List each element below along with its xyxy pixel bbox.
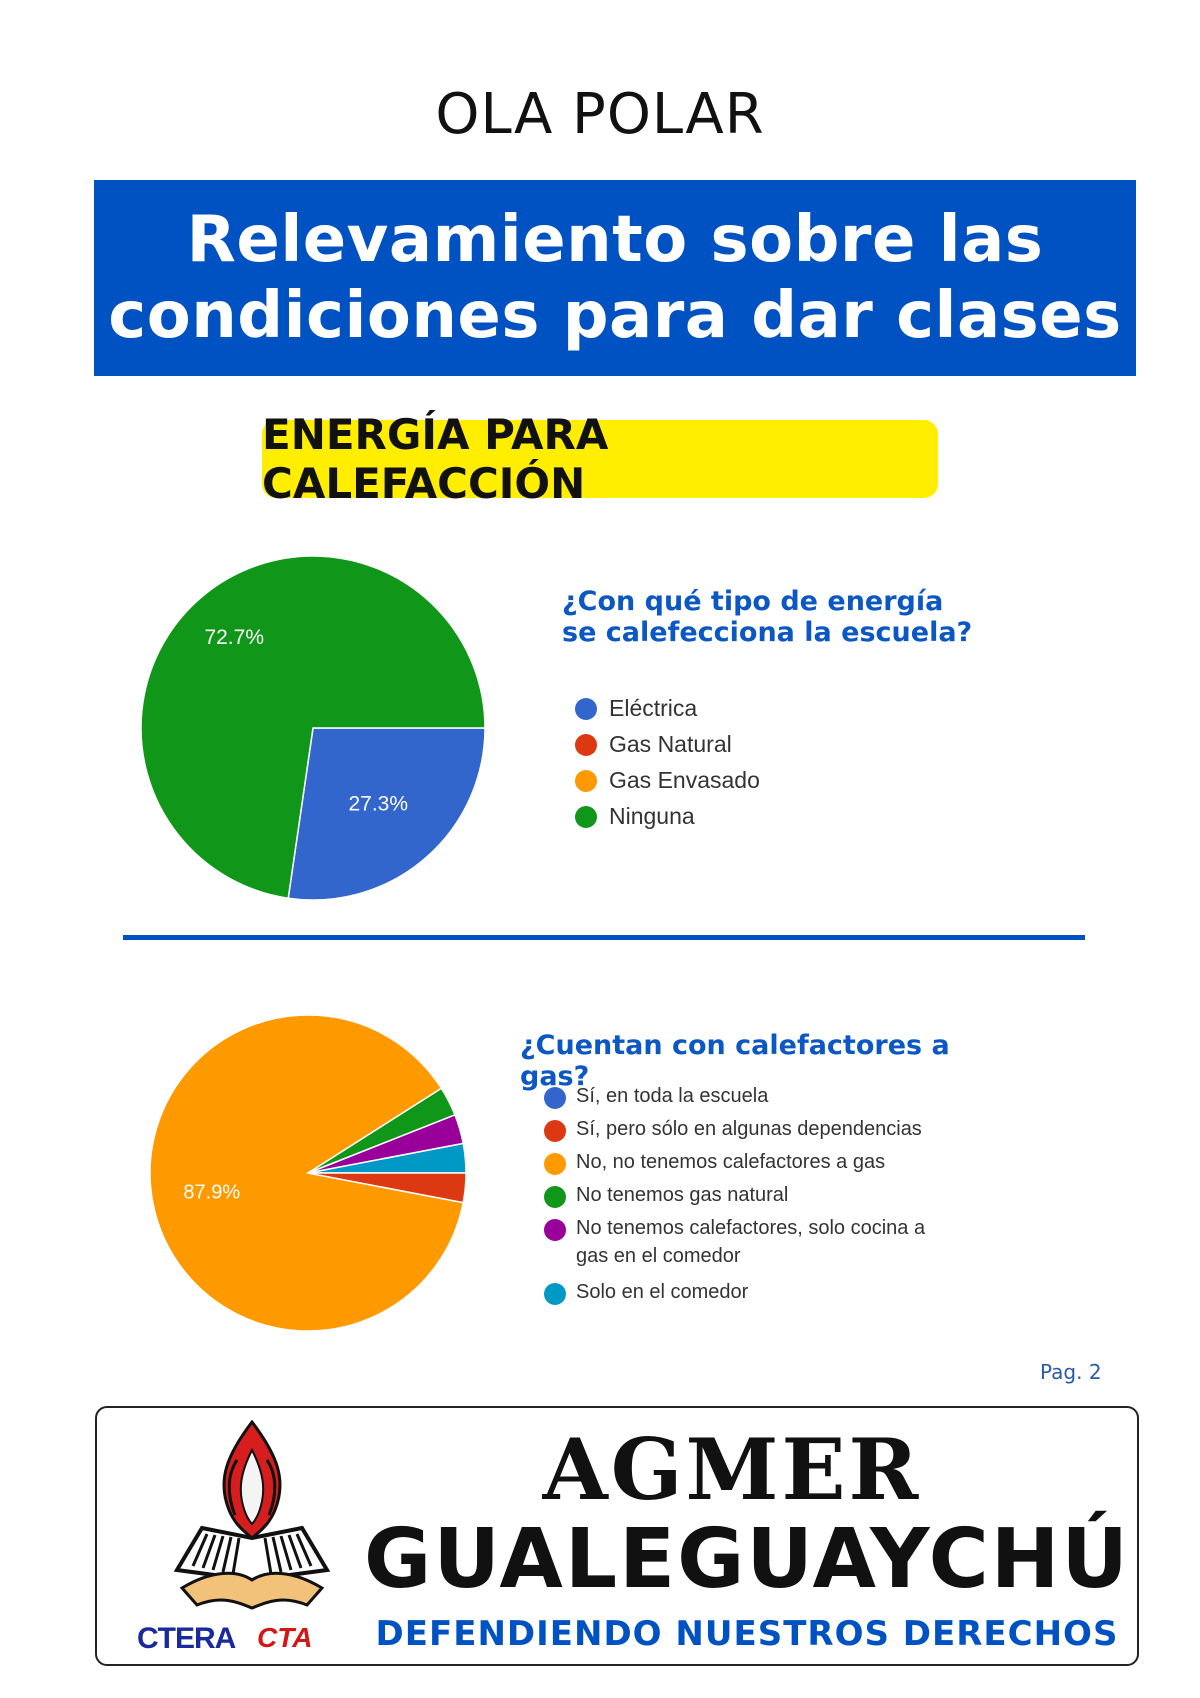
energy-legend-item: Gas Natural [575,728,875,764]
pie-slice-3 [140,555,486,900]
section-tag: ENERGÍA PARA CALEFACCIÓN [262,410,938,508]
heaters-legend: Sí, en toda la escuela Sí, pero sólo en a… [544,1082,974,1311]
legend-swatch [575,770,597,792]
pie-slice-0 [287,727,486,901]
heaters-legend-item: No tenemos gas natural [544,1181,974,1214]
energy-legend-item: Eléctrica [575,692,875,728]
legend-swatch [544,1120,566,1142]
legend-swatch [575,734,597,756]
footer-banner: CTERA CTA AGMER GUALEGUAYCHÚ DEFENDIENDO… [95,1406,1139,1666]
section-tag-label: ENERGÍA PARA CALEFACCIÓN [262,410,609,508]
heaters-legend-item: Solo en el comedor [544,1278,974,1311]
heaters-legend-item: No, no tenemos calefactores a gas [544,1148,974,1181]
banner-title: Relevamiento sobre las condiciones para … [108,203,1122,353]
page-number: Pag. 2 [1040,1360,1102,1384]
legend-label: No tenemos gas natural [576,1184,789,1206]
org-city: GUALEGUAYCHÚ [364,1512,1130,1607]
legend-swatch [544,1219,566,1241]
legend-label: Gas Natural [609,731,732,757]
legend-label: Gas Envasado [609,767,760,793]
org-motto: DEFENDIENDO NUESTROS DERECHOS [375,1614,1119,1654]
legend-swatch [544,1087,566,1109]
title-banner: Relevamiento sobre las condiciones para … [94,180,1136,376]
legend-swatch [575,698,597,720]
heaters-legend-item: Sí, pero sólo en algunas dependencias [544,1115,974,1148]
energy-question: ¿Con qué tipo de energía se calefecciona… [562,586,973,648]
pie-label-2: 87.9% [183,1181,240,1203]
heaters-question: ¿Cuentan con calefactores a gas? [520,1030,950,1092]
legend-swatch [544,1186,566,1208]
energy-legend: Eléctrica Gas Natural Gas Envasado Ninguna [575,692,875,836]
pie-label-3: 72.7% [204,626,264,649]
legend-swatch [575,806,597,828]
legend-label: No tenemos calefactores, solo cocina a g… [576,1217,926,1267]
pie-slice-2 [149,1014,465,1332]
legend-label: No, no tenemos calefactores a gas [576,1151,886,1173]
legend-label: Eléctrica [609,695,698,721]
org-name: AGMER [542,1420,922,1519]
legend-swatch [544,1283,566,1305]
heaters-legend-item: No tenemos calefactores, solo cocina a g… [544,1214,974,1278]
cta-logo-text: CTA [257,1622,313,1653]
legend-label: Sí, en toda la escuela [576,1085,769,1107]
page-heading: OLA POLAR [435,82,765,147]
heaters-pie-chart: 87.9% [149,1014,467,1332]
pie-label-0: 27.3% [348,792,408,815]
legend-label: Ninguna [609,803,695,829]
legend-label: Sí, pero sólo en algunas dependencias [576,1118,922,1140]
legend-label: Solo en el comedor [576,1281,749,1303]
section-divider [123,935,1085,940]
legend-swatch [544,1153,566,1175]
pie-slice-1 [307,1172,467,1204]
heaters-legend-item: Sí, en toda la escuela [544,1082,974,1115]
ctera-logo-text: CTERA [137,1622,236,1655]
energy-legend-item: Ninguna [575,800,875,836]
energy-pie-chart: 27.3% 72.7% [140,555,486,901]
agmer-logo [173,1420,331,1610]
energy-legend-item: Gas Envasado [575,764,875,800]
